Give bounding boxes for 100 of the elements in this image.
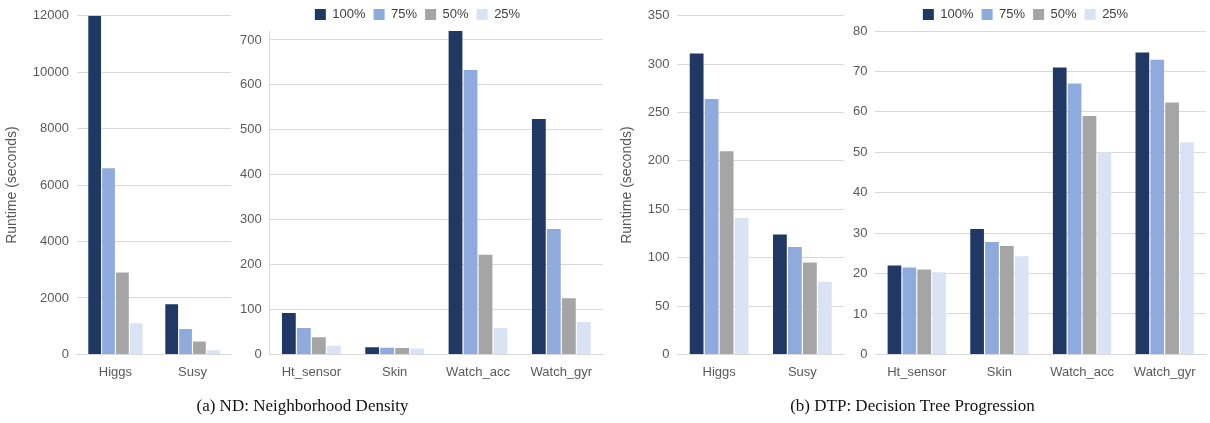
bar xyxy=(802,262,817,354)
bar xyxy=(88,15,102,354)
text: (b) DTP: Decision Tree Progression xyxy=(789,396,1036,416)
bar xyxy=(902,267,917,354)
bar xyxy=(531,119,546,354)
bar xyxy=(380,347,395,354)
y-tick-label: 30 xyxy=(852,224,868,240)
bar xyxy=(326,345,341,354)
bar xyxy=(546,229,561,354)
bar xyxy=(887,265,902,354)
x-tick-label: Higgs xyxy=(702,363,737,379)
y-tick-label: 200 xyxy=(647,152,670,168)
bar xyxy=(817,281,832,354)
y-tick-label: 250 xyxy=(647,104,670,120)
bar xyxy=(365,347,380,354)
legend-label: 50% xyxy=(1050,6,1078,22)
bar xyxy=(395,348,410,354)
bar xyxy=(561,298,576,354)
bar xyxy=(576,322,591,354)
legend-label: 75% xyxy=(999,6,1026,22)
bar xyxy=(206,350,220,354)
y-tick-label: 0 xyxy=(61,345,69,361)
y-tick-label: 4000 xyxy=(40,233,69,249)
legend-label: 25% xyxy=(1102,6,1129,22)
x-tick-label: Skin xyxy=(986,363,1013,379)
y-tick-label: 600 xyxy=(239,76,262,92)
bar xyxy=(734,217,749,354)
bar xyxy=(1135,52,1150,354)
bar xyxy=(448,31,463,354)
y-tick-label: 40 xyxy=(852,184,868,200)
y-tick-label: 60 xyxy=(852,103,868,119)
y-tick-label: 300 xyxy=(647,55,670,71)
x-tick-label: Watch_gyr xyxy=(1133,363,1197,379)
y-tick-label: 300 xyxy=(239,211,262,227)
bar xyxy=(463,70,478,354)
y-axis-title: Runtime (seconds) xyxy=(3,126,20,244)
y-tick-label: 12000 xyxy=(32,7,69,23)
bar xyxy=(917,269,932,354)
bar xyxy=(1150,59,1165,354)
y-tick-label: 100 xyxy=(647,249,670,265)
y-tick-label: 20 xyxy=(852,265,868,281)
bar xyxy=(165,304,179,354)
bar xyxy=(179,329,192,354)
bar xyxy=(129,323,143,354)
y-axis-title: Runtime (seconds) xyxy=(618,126,635,244)
y-tick-label: 150 xyxy=(647,200,670,216)
legend-label: 100% xyxy=(940,6,975,22)
x-tick-label: Ht_sensor xyxy=(281,363,342,379)
bar xyxy=(773,234,787,354)
bar xyxy=(970,229,984,354)
y-tick-label: 50 xyxy=(655,297,670,313)
bar xyxy=(1165,102,1179,354)
bar xyxy=(1014,256,1029,354)
y-tick-label: 100 xyxy=(239,301,262,317)
y-tick-label: 8000 xyxy=(40,120,69,136)
x-tick-label: Susy xyxy=(178,363,208,379)
y-tick-label: 400 xyxy=(239,166,262,182)
x-tick-label: Watch_gyr xyxy=(530,363,593,379)
bar xyxy=(1082,115,1097,354)
y-tick-label: 0 xyxy=(860,345,868,361)
y-tick-label: 80 xyxy=(852,22,868,38)
x-tick-label: Higgs xyxy=(98,363,133,379)
y-tick-label: 0 xyxy=(254,345,262,361)
y-tick-label: 200 xyxy=(239,256,262,272)
bar xyxy=(787,247,802,354)
x-tick-label: Skin xyxy=(382,363,408,379)
bar xyxy=(493,327,508,354)
bar xyxy=(1067,83,1082,354)
y-tick-label: 70 xyxy=(852,63,868,78)
bar xyxy=(193,341,206,354)
y-tick-label: 2000 xyxy=(40,289,69,305)
y-tick-label: 500 xyxy=(239,121,262,137)
bar xyxy=(1180,142,1194,354)
legend-label: 25% xyxy=(494,6,521,22)
bar xyxy=(410,348,425,354)
bar xyxy=(102,168,115,354)
bar xyxy=(985,242,999,354)
y-tick-label: 350 xyxy=(647,7,670,23)
text: (a) ND: Neighborhood Density xyxy=(195,396,410,416)
x-tick-label: Watch_acc xyxy=(1050,363,1115,379)
bar xyxy=(689,53,704,354)
bar xyxy=(704,99,719,354)
y-tick-label: 10000 xyxy=(32,63,69,79)
bar xyxy=(311,337,326,354)
bar xyxy=(1052,67,1067,354)
bar xyxy=(296,327,311,354)
bar xyxy=(719,151,734,354)
bar xyxy=(1000,246,1014,354)
x-tick-label: Watch_acc xyxy=(446,363,511,379)
legend-label: 50% xyxy=(442,6,470,22)
legend-label: 100% xyxy=(332,6,367,22)
x-tick-label: Susy xyxy=(787,363,818,379)
y-tick-label: 10 xyxy=(852,305,868,321)
y-tick-label: 0 xyxy=(662,345,670,361)
y-tick-label: 6000 xyxy=(40,176,69,192)
y-tick-label: 50 xyxy=(852,143,868,159)
bar xyxy=(478,254,493,354)
bar xyxy=(1097,152,1112,354)
x-tick-label: Ht_sensor xyxy=(887,363,948,379)
bar xyxy=(281,313,296,354)
